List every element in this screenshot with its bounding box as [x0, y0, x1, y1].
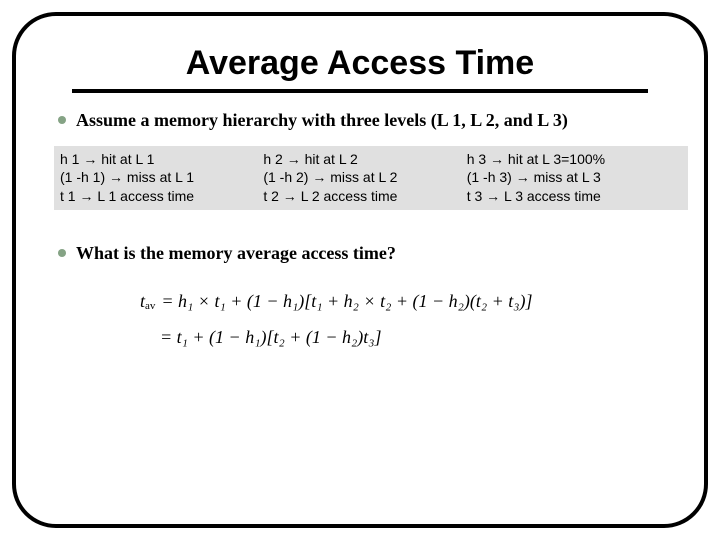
- definitions-box: h 1 → hit at L 1 (1 -h 1) → miss at L 1 …: [54, 146, 688, 211]
- defs-c3-l1: h 3 → hit at L 3=100%: [467, 150, 682, 169]
- formula-line-2: = t₁ + (1 − h₁)[t₂ + (1 − h₂)t₃]: [160, 319, 666, 355]
- bullet-1: Assume a memory hierarchy with three lev…: [58, 109, 666, 132]
- defs-c2-l3: t 2 → L 2 access time: [263, 187, 462, 206]
- defs-c3-l2: (1 -h 3) → miss at L 3: [467, 168, 682, 187]
- formula-line1-rhs: = h₁ × t₁ + (1 − h₁)[t₁ + h₂ × t₂ + (1 −…: [161, 283, 532, 319]
- defs-col-1: h 1 → hit at L 1 (1 -h 1) → miss at L 1 …: [60, 150, 259, 207]
- formula-line-1: tav = h₁ × t₁ + (1 − h₁)[t₁ + h₂ × t₂ + …: [140, 283, 666, 319]
- bullet-2-text: What is the memory average access time?: [76, 242, 396, 265]
- defs-col-2: h 2 → hit at L 2 (1 -h 2) → miss at L 2 …: [263, 150, 462, 207]
- bullet-2: What is the memory average access time?: [58, 242, 666, 265]
- bullet-1-text: Assume a memory hierarchy with three lev…: [76, 109, 568, 132]
- formula-lhs: tav: [140, 283, 155, 319]
- defs-c1-l1: h 1 → hit at L 1: [60, 150, 259, 169]
- slide-title: Average Access Time: [46, 44, 674, 83]
- defs-c2-l1: h 2 → hit at L 2: [263, 150, 462, 169]
- slide-frame: Average Access Time Assume a memory hier…: [12, 12, 708, 528]
- title-underline: [72, 89, 648, 93]
- defs-c3-l3: t 3 → L 3 access time: [467, 187, 682, 206]
- formula-lhs-sub: av: [145, 295, 155, 317]
- defs-col-3: h 3 → hit at L 3=100% (1 -h 3) → miss at…: [467, 150, 682, 207]
- bullet-dot-icon: [58, 249, 66, 257]
- formula-line2-rhs: = t₁ + (1 − h₁)[t₂ + (1 − h₂)t₃]: [160, 319, 382, 355]
- defs-c1-l3: t 1 → L 1 access time: [60, 187, 259, 206]
- defs-c1-l2: (1 -h 1) → miss at L 1: [60, 168, 259, 187]
- bullet-dot-icon: [58, 116, 66, 124]
- defs-c2-l2: (1 -h 2) → miss at L 2: [263, 168, 462, 187]
- slide-content: Assume a memory hierarchy with three lev…: [46, 109, 674, 355]
- formula-block: tav = h₁ × t₁ + (1 − h₁)[t₁ + h₂ × t₂ + …: [140, 283, 666, 355]
